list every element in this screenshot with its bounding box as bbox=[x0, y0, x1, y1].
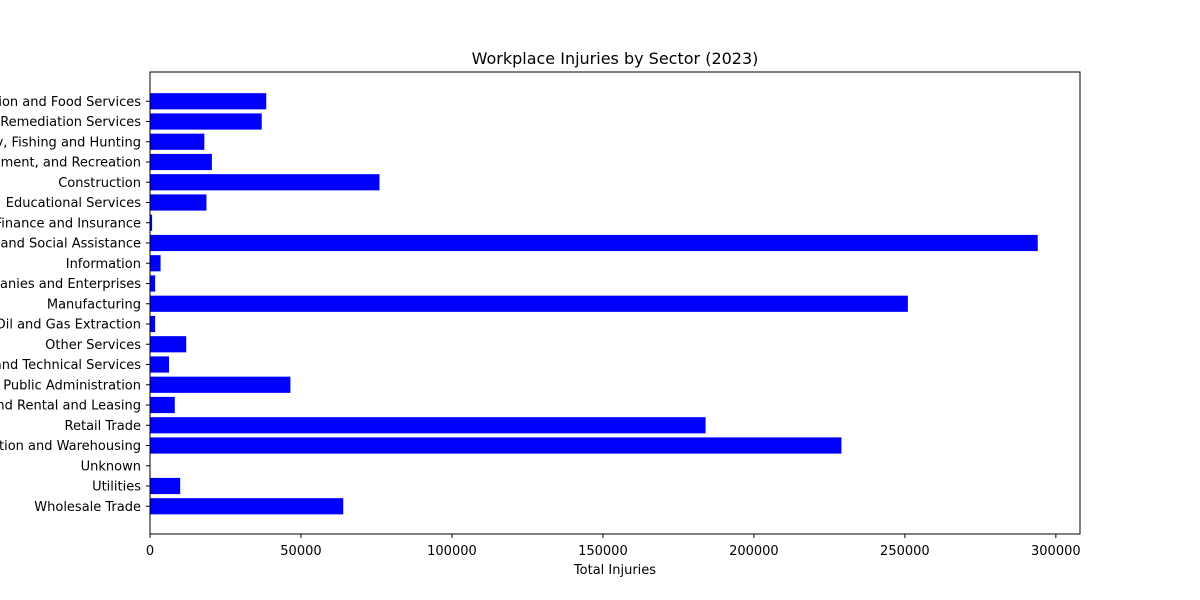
bar bbox=[150, 315, 156, 333]
x-tick-label: 50000 bbox=[280, 544, 321, 559]
y-tick-label: Accommodation and Food Services bbox=[0, 95, 141, 110]
y-tick-label: Professional, Scientific, and Technical … bbox=[0, 358, 141, 373]
bar bbox=[150, 396, 175, 414]
y-tick-label: Construction bbox=[58, 176, 141, 191]
x-tick-label: 300000 bbox=[1031, 544, 1081, 559]
bar bbox=[150, 275, 156, 292]
bar bbox=[150, 437, 842, 454]
chart-title: Workplace Injuries by Sector (2023) bbox=[472, 49, 759, 68]
y-tick-label: Retail Trade bbox=[65, 419, 141, 434]
y-tick-label: Administrative and Support and Waste Man… bbox=[0, 115, 141, 130]
bar bbox=[150, 417, 706, 434]
x-tick-label: 150000 bbox=[578, 544, 628, 559]
y-tick-label: Mining, Quarrying, and Oil and Gas Extra… bbox=[0, 318, 141, 333]
y-tick-label: Arts, Entertainment, and Recreation bbox=[0, 156, 141, 171]
y-tick-label: Public Administration bbox=[3, 378, 141, 393]
bar bbox=[150, 336, 187, 353]
y-tick-label: Management of Companies and Enterprises bbox=[0, 277, 141, 292]
x-tick-label: 200000 bbox=[729, 544, 779, 559]
bar bbox=[150, 295, 908, 312]
bars-group bbox=[150, 93, 1038, 515]
x-tick-label: 0 bbox=[146, 544, 154, 559]
bar bbox=[150, 255, 161, 272]
y-tick-label: Utilities bbox=[92, 480, 141, 495]
bar bbox=[150, 93, 267, 110]
y-tick-label: Information bbox=[66, 257, 141, 272]
bar bbox=[150, 376, 291, 393]
y-tick-label: Health Care and Social Assistance bbox=[0, 237, 141, 252]
x-tick-label: 100000 bbox=[427, 544, 477, 559]
bar bbox=[150, 194, 207, 211]
y-tick-label: Other Services bbox=[45, 338, 141, 353]
x-axis-ticks: 0 50000 100000 150000 200000 250000 300000 bbox=[146, 534, 1081, 559]
y-tick-label: Transportation and Warehousing bbox=[0, 439, 141, 454]
y-tick-label: Real Estate and Rental and Leasing bbox=[0, 399, 141, 414]
bar bbox=[150, 174, 380, 191]
y-tick-label: Wholesale Trade bbox=[34, 500, 141, 515]
y-tick-label: Manufacturing bbox=[47, 297, 141, 312]
y-tick-label: Educational Services bbox=[6, 196, 141, 211]
y-tick-label: Agriculture, Forestry, Fishing and Hunti… bbox=[0, 135, 141, 150]
bar bbox=[150, 477, 181, 495]
y-axis-ticks: Accommodation and Food Services Administr… bbox=[0, 95, 150, 515]
bar bbox=[150, 356, 170, 373]
bar bbox=[150, 133, 205, 150]
bar bbox=[150, 214, 153, 231]
y-tick-label: Finance and Insurance bbox=[0, 216, 141, 231]
bar bbox=[150, 113, 262, 130]
y-tick-label: Unknown bbox=[81, 459, 141, 474]
x-axis-title: Total Injuries bbox=[573, 563, 656, 578]
plot-frame bbox=[149, 71, 1081, 535]
bar bbox=[150, 234, 1038, 252]
bar bbox=[150, 498, 344, 515]
bar bbox=[150, 153, 212, 171]
x-tick-label: 250000 bbox=[880, 544, 930, 559]
